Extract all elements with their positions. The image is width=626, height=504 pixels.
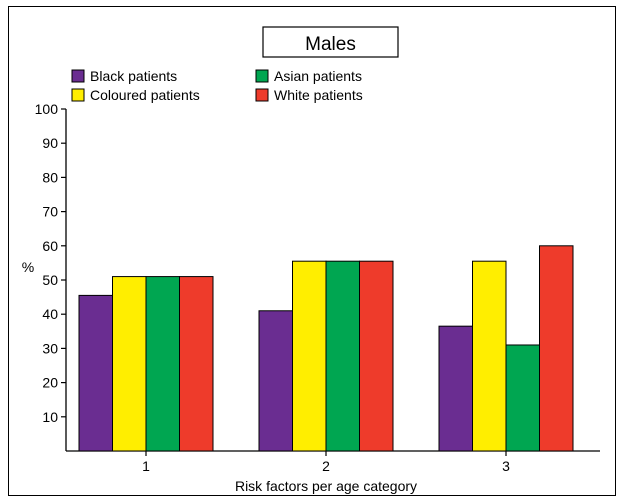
chart-title: Males — [305, 34, 356, 55]
y-tick-label: 100 — [35, 101, 59, 117]
x-tick-label: 3 — [502, 458, 510, 474]
bar — [292, 260, 327, 452]
bar — [145, 276, 180, 452]
y-tick-label: 60 — [42, 238, 58, 254]
x-tick-label: 2 — [322, 458, 330, 474]
legend-swatch — [255, 88, 269, 102]
y-tick-label: 30 — [42, 340, 58, 356]
y-tick-label: 80 — [42, 169, 58, 185]
legend-label: Coloured patients — [90, 87, 200, 103]
bar — [359, 260, 394, 452]
legend: Black patients Coloured patients Asian pat… — [71, 68, 363, 103]
bar — [505, 344, 540, 452]
y-tick-label: 50 — [42, 272, 58, 288]
legend-label: White patients — [274, 87, 363, 103]
title-box — [262, 26, 399, 58]
bar — [438, 325, 473, 452]
x-tick-label: 1 — [142, 458, 150, 474]
y-tick-label: 70 — [42, 204, 58, 220]
bar — [179, 276, 214, 452]
legend-swatch — [71, 88, 85, 102]
bar — [258, 310, 293, 452]
y-tick-label: 20 — [42, 375, 58, 391]
legend-label: Black patients — [90, 68, 177, 84]
y-tick-label: 40 — [42, 306, 58, 322]
bar — [78, 294, 113, 452]
bar — [112, 276, 147, 452]
y-tick-label: 10 — [42, 409, 58, 425]
bar — [325, 260, 360, 452]
bar — [472, 260, 507, 452]
x-axis-label: Risk factors per age category — [235, 478, 417, 494]
legend-label: Asian patients — [274, 68, 362, 84]
legend-swatch — [255, 69, 269, 83]
y-axis-label: % — [22, 259, 34, 275]
legend-swatch — [71, 69, 85, 83]
y-tick-label: 90 — [42, 135, 58, 151]
plot-area: 10 20 30 40 50 60 70 80 90 100 1 2 3 — [35, 101, 600, 474]
bar — [539, 245, 574, 452]
